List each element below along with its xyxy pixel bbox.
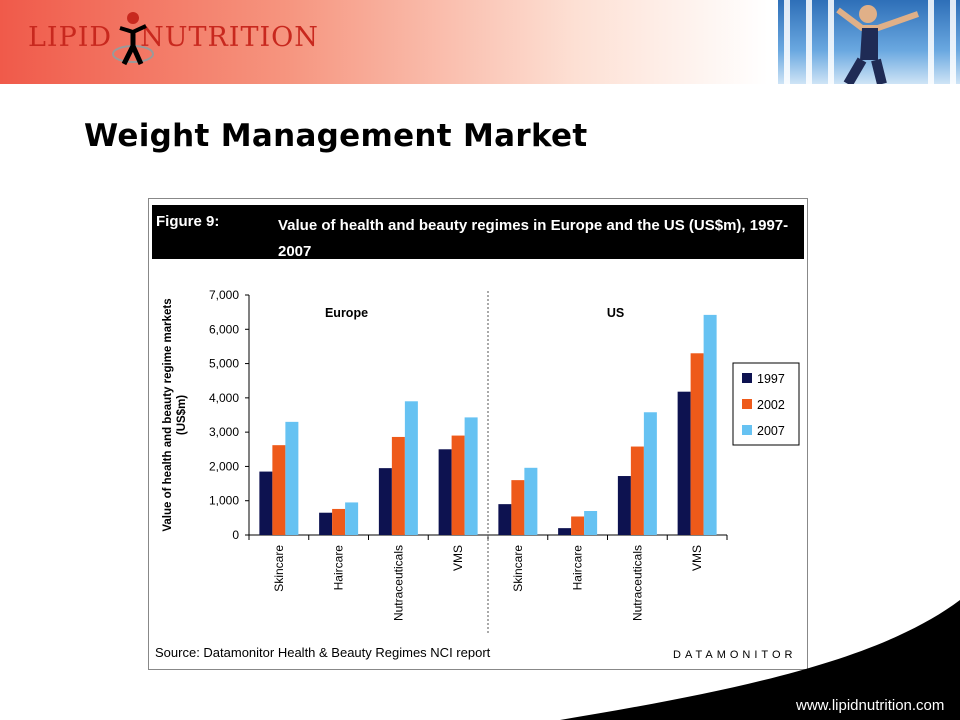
bar-2002	[451, 435, 465, 535]
bar-2002	[391, 436, 405, 535]
jumping-woman-icon	[836, 5, 919, 84]
x-tick-label: Skincare	[511, 545, 525, 592]
bar-2007	[643, 412, 657, 535]
figure-title: Value of health and beauty regimes in Eu…	[278, 217, 789, 260]
bar-2002	[571, 516, 585, 535]
bar-2002	[511, 480, 525, 535]
bar-2002	[272, 445, 286, 535]
bar-2007	[345, 502, 359, 535]
bar-2007	[464, 417, 478, 535]
source-note: Source: Datamonitor Health & Beauty Regi…	[155, 645, 491, 660]
figure-label: Figure 9:	[156, 213, 220, 230]
y-tick-label: 4,000	[209, 391, 239, 405]
group-label: Europe	[325, 306, 368, 320]
legend-swatch-2002	[742, 399, 752, 409]
figure-swirl-icon	[112, 12, 154, 66]
bar-2007	[524, 467, 538, 535]
bar-1997	[677, 391, 691, 535]
group-label: US	[607, 306, 624, 320]
x-tick-label: Haircare	[571, 545, 585, 591]
legend-label: 1997	[757, 372, 785, 386]
y-tick-label: 6,000	[209, 322, 239, 336]
y-tick-label: 7,000	[209, 288, 239, 302]
y-tick-label: 3,000	[209, 425, 239, 439]
footer-url: www.lipidnutrition.com	[796, 697, 945, 714]
y-axis-label-line1: Value of health and beauty regime market…	[162, 298, 174, 531]
y-tick-label: 1,000	[209, 494, 239, 508]
bar-1997	[558, 528, 572, 535]
legend-swatch-1997	[742, 373, 752, 383]
figure-panel: Figure 9: Value of health and beauty reg…	[148, 198, 808, 670]
bar-1997	[498, 504, 512, 535]
y-axis-label-line2: (US$m)	[176, 395, 188, 435]
header-banner: LIPID NUTRITION	[0, 0, 960, 84]
x-tick-label: VMS	[451, 545, 465, 571]
bar-1997	[378, 468, 392, 535]
bar-2002	[630, 446, 644, 535]
x-tick-label: Haircare	[332, 545, 346, 591]
bar-2007	[703, 314, 717, 535]
legend-swatch-2007	[742, 425, 752, 435]
bar-1997	[438, 449, 452, 535]
x-tick-label: Nutraceuticals	[630, 545, 644, 621]
y-tick-label: 0	[232, 528, 239, 542]
athlete-photo	[778, 0, 960, 84]
bar-2007	[404, 401, 418, 535]
bar-2007	[285, 421, 299, 535]
x-tick-label: Skincare	[272, 545, 286, 592]
bar-2002	[332, 508, 346, 535]
logo-text: LIPID NUTRITION	[28, 22, 319, 53]
bar-1997	[259, 471, 273, 535]
y-tick-label: 5,000	[209, 357, 239, 371]
figure-header: Figure 9: Value of health and beauty reg…	[152, 205, 804, 260]
page-title: Weight Management Market	[84, 118, 588, 154]
bar-2007	[584, 511, 598, 535]
legend-label: 2007	[757, 424, 785, 438]
x-tick-label: VMS	[690, 545, 704, 571]
bar-1997	[617, 476, 631, 535]
bar-1997	[319, 512, 333, 535]
x-tick-label: Nutraceuticals	[391, 545, 405, 621]
bar-chart: 0 1,000 2,000 3,000 4,000 5,000 6,000 7,000 Valu…	[162, 288, 800, 633]
y-tick-label: 2,000	[209, 459, 239, 473]
legend-label: 2002	[757, 398, 785, 412]
bar-2002	[690, 353, 704, 535]
datamonitor-brand: DATAMONITOR	[673, 649, 797, 661]
